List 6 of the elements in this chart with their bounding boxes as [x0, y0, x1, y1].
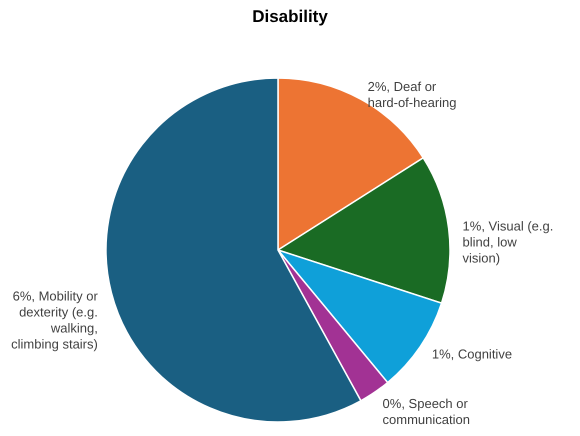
slice-label: 1%, Cognitive: [432, 346, 512, 362]
slice-label: 0%, Speech or communication: [382, 396, 470, 427]
chart-title: Disability: [252, 7, 328, 26]
slice-label: 6%, Mobility or dexterity (e.g. walking, climbing stairs): [11, 288, 99, 352]
slice-label: 1%, Visual (e.g. blind, low vision): [462, 218, 554, 266]
slice-label: 2%, Deaf or hard-of-hearing: [368, 79, 456, 110]
